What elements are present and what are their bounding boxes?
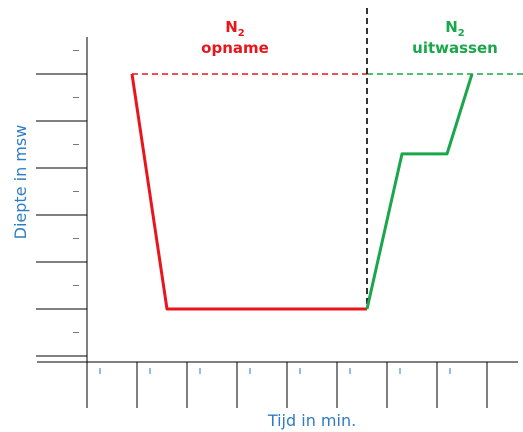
axes	[37, 37, 518, 408]
ticks	[36, 50, 488, 408]
series	[130, 73, 474, 311]
annotation-washout-formula: N2	[445, 18, 465, 39]
x-axis-label: Tijd in min.	[267, 411, 356, 430]
annotation-uptake-formula: N2	[225, 18, 245, 39]
y-axis-label: Diepte in msw	[11, 125, 30, 240]
annotation-uptake-label: opname	[201, 39, 269, 57]
annotation-washout-label: uitwassen	[412, 39, 498, 57]
reference-lines	[132, 8, 523, 309]
series-line-washout	[365, 73, 474, 310]
series-line-uptake	[130, 73, 367, 311]
